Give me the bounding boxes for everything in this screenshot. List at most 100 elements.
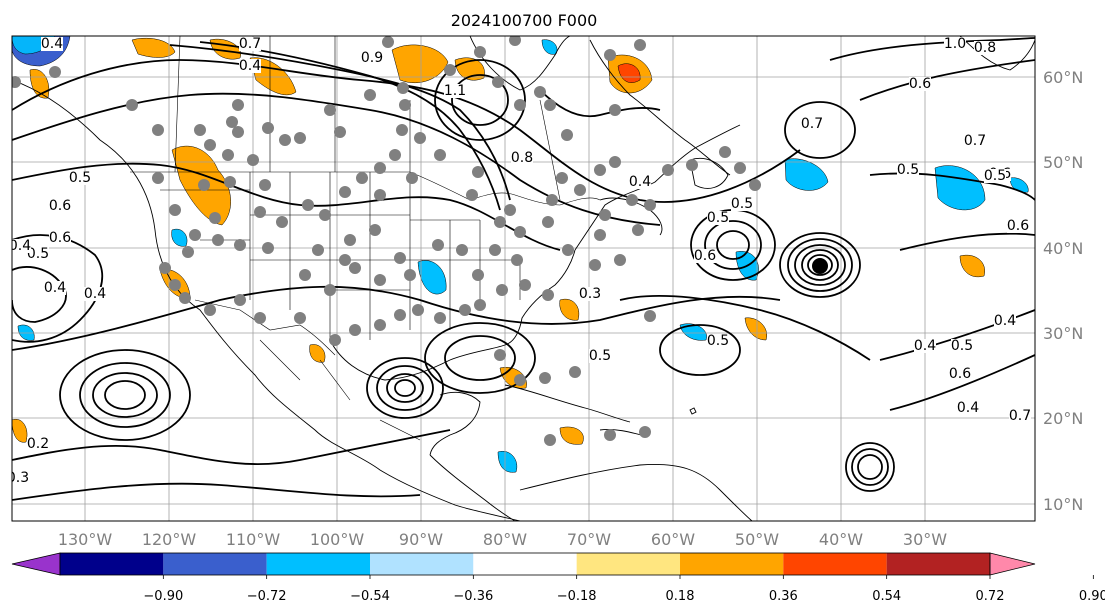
latitude-label: 50°N [1043,153,1083,172]
contour-label: 0.4 [239,58,261,74]
contour-label-bg [27,247,49,261]
longitude-label: 70°W [567,530,611,549]
contour-label-bg [984,169,1006,183]
shade-patch-positive [309,344,326,363]
contour-label: 0.5 [27,246,49,262]
station-marker [719,146,731,158]
colorbar: −0.90 −0.72 −0.54 −0.36 −0.18 0.18 0.36 0.54 0.7… [11,552,1105,604]
shade-patch-positive [959,254,985,278]
contour-label-bg [44,281,66,295]
station-marker [356,172,368,184]
station-marker [406,172,418,184]
station-marker [489,244,501,256]
contour-label: 0.6 [49,198,71,214]
latitude-label: 40°N [1043,239,1083,258]
station-marker [247,154,259,166]
contour-label-bg [444,84,466,98]
station-marker [222,149,234,161]
station-marker [262,122,274,134]
station-marker [561,129,573,141]
station-marker [412,304,424,316]
station-marker [302,199,314,211]
station-marker [169,204,181,216]
colorbar-segment [473,553,577,575]
contour-ring [857,454,883,480]
contour-ring [807,254,833,276]
station-marker [492,76,504,88]
station-marker [539,372,551,384]
contour-label: 0.5 [951,338,973,354]
station-marker [509,36,521,46]
station-marker [194,124,206,136]
contour-label-bg [801,117,823,131]
station-marker [626,194,638,206]
contour-label-bg [694,249,716,263]
station-marker [396,124,408,136]
contour-ring [104,380,146,410]
contour-label-bg [629,175,651,189]
colorbar-segment [783,553,887,575]
coast-labrador [589,39,731,176]
colorbar-tick-label: 0.72 [976,589,1005,604]
contour-label: 0.4 [84,286,106,302]
station-marker [276,216,288,228]
contour-label: 0.3 [7,470,29,486]
contour-line [899,232,1035,251]
shade-patch-positive [744,317,768,341]
station-marker [456,244,468,256]
station-marker [519,279,531,291]
station-markers [12,36,761,446]
contour-label: 0.8 [511,150,533,166]
contour-label-bg [909,77,931,91]
contour-label-bg [951,339,973,353]
longitude-label: 80°W [483,530,527,549]
shade-patch-negative [784,158,829,191]
contour-label: 1.1 [444,83,466,99]
colorbar-tick-label: −0.90 [143,589,183,604]
contour-label: 0.6 [949,366,971,382]
station-marker [349,324,361,336]
contour-label: 0.4 [914,338,936,354]
contour-label-bg [589,349,611,363]
station-marker [599,209,611,221]
contour-labels: 0.40.70.40.91.11.00.80.80.60.50.70.70.60… [7,36,1031,486]
longitude-label: 60°W [651,530,695,549]
contour-label-bg [579,287,601,301]
station-marker [254,206,266,218]
contour-line [889,354,1035,411]
contour-ring [386,373,424,403]
contour-label-bg [949,367,971,381]
station-marker [294,312,306,324]
contour-label-bg [964,134,986,148]
station-marker [644,199,656,211]
coast-hudson-bay [469,36,571,91]
contour-label: 0.7 [964,133,986,149]
station-marker [394,309,406,321]
colorbar-tick-label: −0.54 [350,589,390,604]
station-marker [604,429,616,441]
station-marker [49,66,61,78]
station-marker [511,254,523,266]
station-marker [546,194,558,206]
latitude-label: 10°N [1043,495,1083,514]
contour-label: 0.4 [957,400,979,416]
station-marker [198,179,210,191]
contour-label: 0.6 [49,230,71,246]
colorbar-extend-right [989,552,1036,576]
contour-label-bg [994,314,1016,328]
contour-line [619,295,871,361]
station-marker [169,279,181,291]
station-marker [349,262,361,274]
station-marker [374,274,386,286]
station-marker [514,374,526,386]
station-marker [262,242,274,254]
latitude-label: 60°N [1043,68,1083,87]
station-marker [259,179,271,191]
contour-ring [787,238,853,292]
station-marker [542,289,554,301]
colorbar-segment [163,553,267,575]
contour-ring [366,357,444,419]
station-marker [414,132,426,144]
colorbar-segment [576,553,680,575]
station-marker [474,46,486,58]
